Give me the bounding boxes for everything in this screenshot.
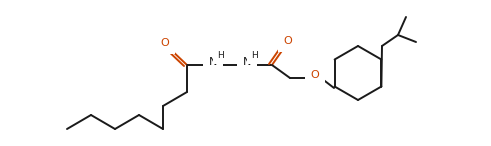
Text: N: N: [243, 57, 251, 67]
Text: O: O: [161, 38, 169, 48]
Text: O: O: [311, 70, 319, 80]
Text: H: H: [251, 51, 258, 60]
Text: H: H: [218, 51, 224, 60]
Text: O: O: [284, 36, 292, 46]
Text: N: N: [209, 57, 217, 67]
